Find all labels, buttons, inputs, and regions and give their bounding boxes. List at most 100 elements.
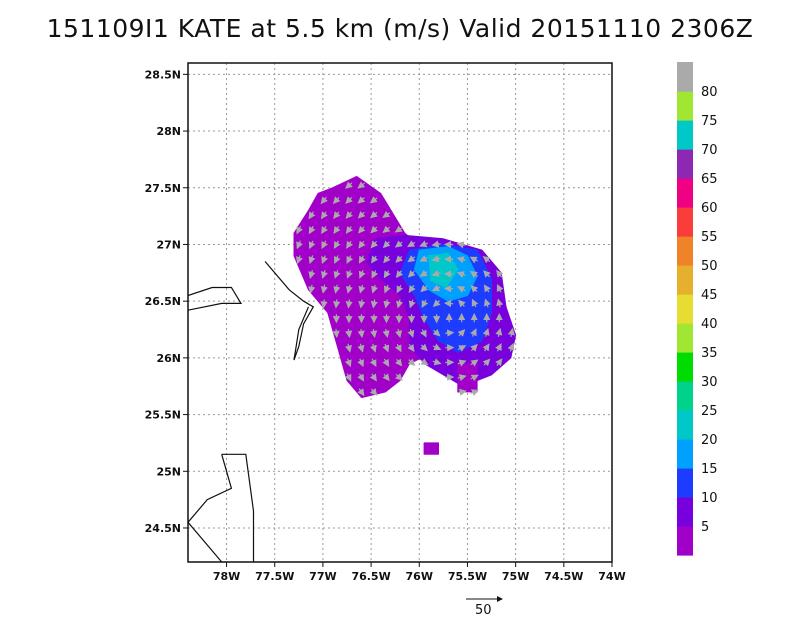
scale-label: 50 [475,603,492,618]
wind-vector [482,358,491,367]
wind-vector [357,211,366,219]
colorbar-swatch [677,526,693,556]
wind-vector [383,255,391,264]
wind-vector [507,327,515,337]
y-tick-label: 27.5N [145,182,181,195]
wind-vector [470,284,479,293]
wind-vector [456,256,466,264]
y-axis-ticks: 24.5N 25N 25.5N 26N 26.5N 27N 27.5N 28N 28.5N [145,68,188,535]
coastline [221,453,255,562]
y-tick-label: 25.5N [145,409,181,422]
wind-vector [495,358,503,367]
wind-vector [382,343,390,353]
wind-vector [296,255,303,265]
wind-vector [432,299,441,307]
colorbar-swatch [677,323,693,353]
wind-vector [396,284,404,294]
wind-vector [296,225,303,235]
wind-vector [320,196,328,205]
wind-vector [308,269,316,279]
wind-vector [495,342,502,352]
wind-vector [482,256,491,264]
colorbar-swatch [677,294,693,324]
colorbar-label: 50 [701,259,718,274]
y-tick-label: 26N [156,352,181,365]
wind-vector [383,284,391,294]
wind-region-isolated-cell [423,442,439,455]
wind-vector [357,328,365,339]
wind-vector [420,343,428,352]
wind-vector [382,373,390,382]
wind-vector [345,181,353,189]
wind-vector [369,196,378,204]
wind-vector [394,343,402,353]
colorbar-label: 45 [701,288,718,303]
wind-vector [396,299,404,309]
colorbar-label: 15 [701,462,718,477]
wind-vector [308,284,316,294]
wind-vector [371,284,379,294]
wind-vector [333,211,341,220]
wind-vector [357,343,365,353]
wind-vector [408,299,416,309]
wind-vector [431,240,441,248]
wind-vector [370,240,379,249]
wind-vector [419,255,428,262]
wind-vector [483,270,491,278]
wind-vector [419,269,428,277]
wind-vector [382,358,390,367]
colorbar-swatch [677,149,693,179]
colorbar-label: 35 [701,346,718,361]
x-tick-label: 77W [309,570,336,583]
wind-vector [383,299,391,309]
wind-vector [370,225,378,234]
colorbar-label: 10 [701,491,718,506]
wind-vector [470,389,480,396]
colorbar-label: 40 [701,317,718,332]
wind-vector [358,240,366,249]
wind-vector [344,358,352,368]
wind-vector [420,284,429,293]
colorbar-label: 20 [701,433,718,448]
coastline [188,454,233,523]
wind-vector [321,269,328,279]
wind-vector [332,196,341,205]
coastline [188,521,223,562]
x-axis-ticks: 78W 77.5W 77W 76.5W 76W 75.5W 75W 74.5W 74W [213,562,626,583]
wind-vector [496,269,504,278]
wind-vector [394,358,403,367]
colorbar-swatch [677,381,693,411]
wind-vector [320,299,328,309]
colorbar-swatch [677,91,693,121]
wind-vector [456,241,466,249]
x-tick-label: 76W [406,570,433,583]
wind-vector [394,240,403,248]
wind-vector [358,225,366,234]
wind-vector [357,181,366,189]
wind-vector [345,284,353,294]
wind-vector [308,255,316,265]
wind-vector [471,298,479,308]
wind-vector [407,343,415,352]
wind-vector [358,270,366,279]
wind-vector [371,255,379,264]
x-tick-label: 75W [502,570,529,583]
wind-vector [395,328,403,338]
wind-vector [345,225,354,234]
y-tick-label: 28.5N [145,68,181,81]
colorbar-swatch [677,352,693,382]
coastlines [188,261,315,562]
wind-vector [507,342,515,352]
wind-vector [320,284,328,294]
x-tick-label: 74.5W [544,570,583,583]
wind-vector [431,269,441,277]
wind-vector [357,358,364,368]
wind-vector [443,299,454,308]
wind-vector [431,284,441,292]
wind-vector [296,240,303,250]
wind-vector [345,328,353,339]
x-tick-label: 76.5W [351,570,390,583]
wind-vector [469,270,478,279]
wind-vector [321,255,328,265]
